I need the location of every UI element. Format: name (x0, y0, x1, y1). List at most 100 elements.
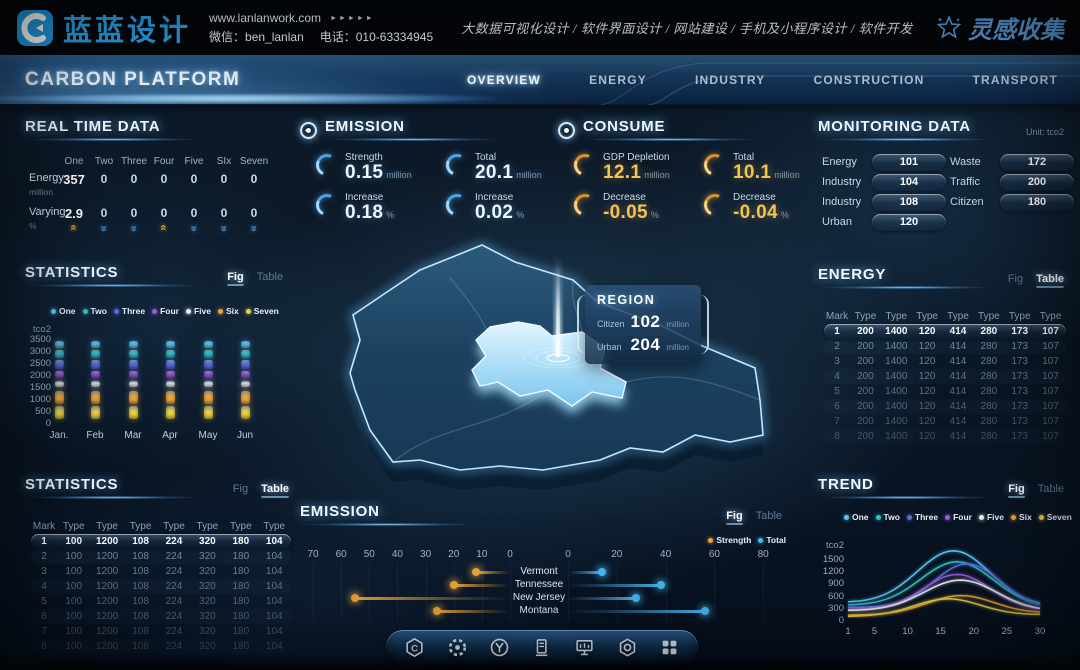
value-pill[interactable]: 104 (872, 173, 946, 191)
table-row-4[interactable]: 4 100 1200 108 224 320 180 104 (31, 579, 291, 594)
legend-four[interactable]: Four (152, 306, 179, 316)
table-row-7[interactable]: 7 200 1400 120 414 280 173 107 (824, 414, 1066, 429)
fig-toggle[interactable]: Fig (232, 483, 249, 495)
column-header: Type (196, 521, 219, 532)
kpi-stat-total: Total 10.1 million (700, 150, 824, 184)
table-header-row: Mark Type Type Type Type Type Type Type (824, 310, 1066, 323)
legend-label: Strength (716, 535, 752, 545)
table-row-6[interactable]: 6 100 1200 108 224 320 180 104 (31, 609, 291, 624)
nav-item-transport[interactable]: TRANSPORT (972, 73, 1058, 87)
table-toggle[interactable]: Table (261, 483, 289, 498)
billboard-icon[interactable] (574, 637, 595, 658)
bar-segment-three (165, 360, 175, 369)
gridline (425, 563, 427, 621)
cell: 280 (980, 371, 998, 382)
value-pill[interactable]: 120 (872, 213, 946, 231)
legend-strength[interactable]: Strength (708, 535, 751, 545)
charging-station-icon[interactable] (532, 637, 553, 658)
legend-two[interactable]: Two (875, 512, 900, 522)
circle-y-icon[interactable] (489, 637, 510, 658)
region-map[interactable] (290, 218, 810, 518)
nav-item-construction[interactable]: CONSTRUCTION (813, 73, 925, 87)
hex-nut-icon[interactable] (617, 637, 638, 658)
cell: 104 (265, 551, 283, 562)
consume-kpi-panel: CONSUME GDP Depletion 12.1 million Total 10.… (558, 118, 804, 230)
value-cell: 0 (220, 206, 228, 220)
lanlan-logo-icon (17, 9, 53, 46)
region-urban-row: Urban 204 million (597, 335, 689, 355)
legend-seven[interactable]: Seven (245, 306, 279, 316)
bar-segment-seven (54, 406, 64, 420)
table-row-2[interactable]: 2 200 1400 120 414 280 173 107 (824, 339, 1066, 354)
apps-grid-icon[interactable] (659, 637, 680, 658)
legend-six[interactable]: Six (217, 306, 239, 316)
stat-label: Decrease (733, 191, 776, 203)
location-beacon (523, 256, 593, 369)
cell: 224 (165, 566, 183, 577)
website-link[interactable]: www.lanlanwork.com (209, 10, 322, 25)
nav-item-industry[interactable]: INDUSTRY (694, 73, 766, 87)
legend-five[interactable]: Five (978, 512, 1004, 522)
legend-five[interactable]: Five (185, 306, 211, 316)
cell: 107 (1042, 386, 1059, 397)
legend-label: Six (1018, 512, 1032, 522)
legend-three[interactable]: Three (906, 512, 938, 522)
monitor-waste: Waste 172 (950, 152, 1074, 172)
legend-two[interactable]: Two (82, 306, 107, 316)
table-row-5[interactable]: 5 200 1400 120 414 280 173 107 (824, 384, 1066, 399)
cell: 280 (980, 326, 998, 337)
legend-seven[interactable]: Seven (1038, 512, 1072, 522)
table-row-7[interactable]: 7 100 1200 108 224 320 180 104 (31, 624, 291, 639)
table-row-6[interactable]: 6 200 1400 120 414 280 173 107 (824, 399, 1066, 414)
gear-icon[interactable] (447, 637, 468, 658)
value-cell: 0 (250, 206, 258, 220)
table-row-1[interactable]: 1 100 1200 108 224 320 180 104 (31, 534, 291, 549)
table-row-5[interactable]: 5 100 1200 108 224 320 180 104 (31, 594, 291, 609)
legend-one[interactable]: One (51, 306, 76, 316)
legend-label: Two (883, 512, 900, 522)
nav-item-overview[interactable]: OVERVIEW (467, 73, 542, 87)
bar-segment-seven (165, 406, 175, 420)
value-pill[interactable]: 172 (1000, 153, 1074, 171)
gridline (763, 563, 765, 621)
svg-text:C: C (411, 643, 418, 654)
fig-toggle[interactable]: Fig (1008, 483, 1025, 498)
total-line (568, 583, 661, 587)
fig-toggle[interactable]: Fig (1007, 273, 1024, 285)
legend-four[interactable]: Four (945, 512, 972, 522)
row-label: Energy (29, 172, 64, 184)
fig-toggle[interactable]: Fig (227, 271, 244, 286)
bar-segment-four (203, 371, 213, 379)
table-toggle[interactable]: Table (1036, 273, 1064, 288)
cell: 173 (1011, 431, 1029, 442)
value-pill[interactable]: 101 (872, 153, 946, 171)
legend-one[interactable]: One (844, 512, 869, 522)
legend-three[interactable]: Three (113, 306, 145, 316)
table-toggle[interactable]: Table (1037, 483, 1064, 495)
table-row-2[interactable]: 2 100 1200 108 224 320 180 104 (31, 549, 291, 564)
table-row-8[interactable]: 8 200 1400 120 414 280 173 107 (824, 429, 1066, 444)
y-tick-label: 600 (828, 590, 844, 602)
fig-toggle[interactable]: Fig (726, 510, 743, 525)
table-row-4[interactable]: 4 200 1400 120 414 280 173 107 (824, 369, 1066, 384)
value-pill[interactable]: 180 (1000, 193, 1074, 211)
hexagon-c-icon[interactable]: C (404, 637, 425, 658)
category-label: Vermont (520, 566, 558, 577)
y-tick-label: 2500 (29, 358, 51, 369)
table-row-3[interactable]: 3 200 1400 120 414 280 173 107 (824, 354, 1066, 369)
monitor-label: Industry (822, 176, 862, 188)
legend-six[interactable]: Six (1010, 512, 1032, 522)
cell: 180 (232, 581, 250, 592)
table-row-3[interactable]: 3 100 1200 108 224 320 180 104 (31, 564, 291, 579)
table-row-8[interactable]: 8 100 1200 108 224 320 180 104 (31, 639, 291, 654)
value-pill[interactable]: 200 (1000, 173, 1074, 191)
table-toggle[interactable]: Table (256, 271, 283, 283)
table-toggle[interactable]: Table (755, 510, 782, 522)
table-row-1[interactable]: 1 200 1400 120 414 280 173 107 (824, 324, 1066, 339)
value-cell: 0 (100, 172, 108, 186)
legend-total[interactable]: Total (758, 535, 786, 545)
value-pill[interactable]: 108 (872, 193, 946, 211)
nav-item-energy[interactable]: ENERGY (589, 73, 647, 87)
cell: 173 (1011, 386, 1029, 397)
cell: 100 (65, 596, 83, 607)
